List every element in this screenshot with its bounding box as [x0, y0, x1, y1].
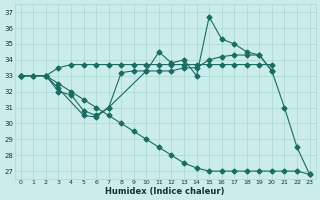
X-axis label: Humidex (Indice chaleur): Humidex (Indice chaleur): [106, 187, 225, 196]
